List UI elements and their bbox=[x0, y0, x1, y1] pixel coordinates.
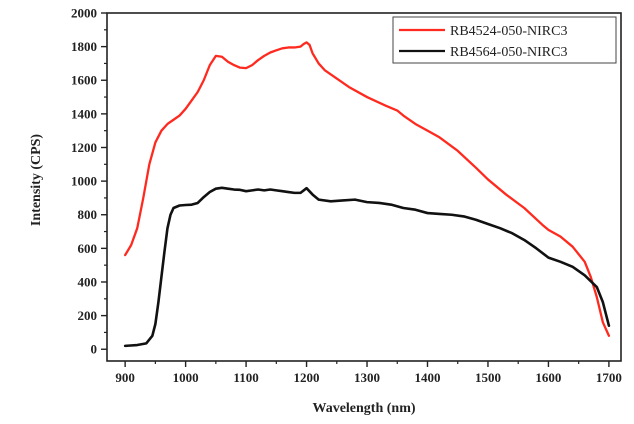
y-tick-label: 600 bbox=[78, 241, 98, 256]
axis-tick-labels: 900 1000 1100 1200 1300 1400 1500 1600 1700 0 200 4… bbox=[71, 6, 622, 386]
x-tick-label: 1600 bbox=[535, 370, 561, 385]
legend-box bbox=[392, 16, 617, 64]
y-tick-label: 400 bbox=[78, 274, 98, 289]
y-tick-label: 1000 bbox=[71, 174, 97, 189]
y-tick-label: 1800 bbox=[71, 39, 97, 54]
plot-frame bbox=[106, 12, 622, 362]
x-tick-label: 1300 bbox=[354, 370, 380, 385]
y-tick-label: 2000 bbox=[71, 6, 97, 21]
x-tick-label: 1000 bbox=[173, 370, 199, 385]
y-tick-label: 1400 bbox=[71, 106, 97, 121]
legend-label-rb4524: RB4524-050-NIRC3 bbox=[450, 24, 567, 39]
series-line-rb4564-050-nirc3 bbox=[123, 186, 611, 348]
series-line-rb4524-050-nirc3 bbox=[123, 41, 611, 337]
x-tick-label: 900 bbox=[115, 370, 135, 385]
x-tick-label: 1400 bbox=[414, 370, 440, 385]
x-tick-label: 1700 bbox=[596, 370, 622, 385]
y-tick-label: 0 bbox=[91, 342, 98, 357]
x-tick-label: 1100 bbox=[233, 370, 258, 385]
axis-ticks bbox=[101, 12, 610, 367]
y-axis-label: Intensity (CPS) bbox=[29, 134, 44, 227]
x-tick-label: 1200 bbox=[294, 370, 320, 385]
series-lines bbox=[123, 41, 611, 348]
y-tick-label: 1600 bbox=[71, 73, 97, 88]
legend-label-rb4564: RB4564-050-NIRC3 bbox=[450, 45, 567, 60]
x-axis-label: Wavelength (nm) bbox=[312, 401, 415, 416]
legend: RB4524-050-NIRC3 RB4564-050-NIRC3 bbox=[392, 16, 617, 64]
y-tick-label: 200 bbox=[78, 308, 98, 323]
y-tick-label: 800 bbox=[78, 207, 98, 222]
y-tick-label: 1200 bbox=[71, 140, 97, 155]
x-tick-label: 1500 bbox=[475, 370, 501, 385]
